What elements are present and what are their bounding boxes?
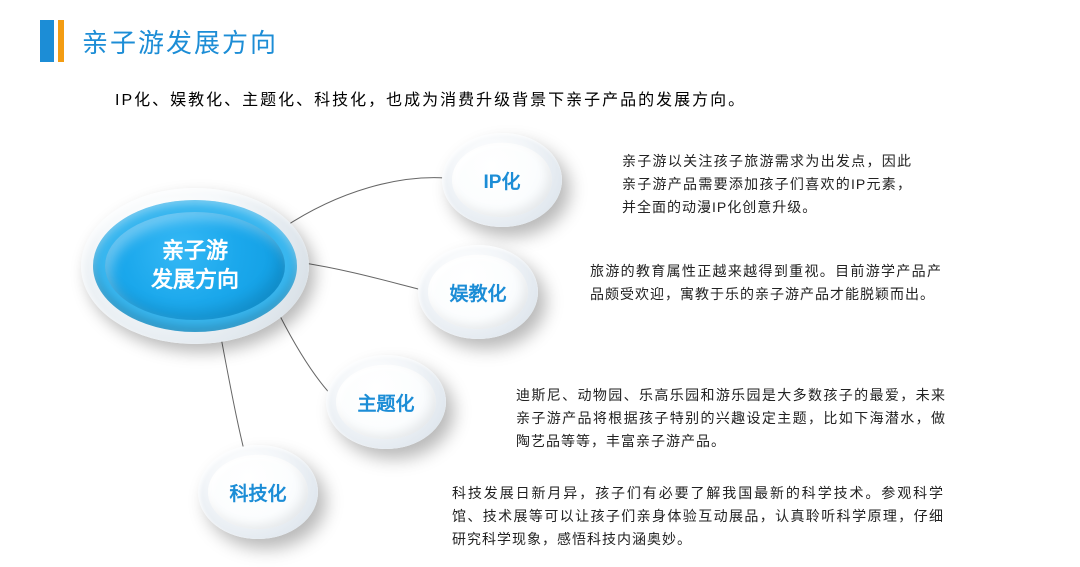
node-tech-label: 科技化	[198, 444, 318, 540]
slide-title: 亲子游发展方向	[82, 23, 278, 60]
node-tech: 科技化	[198, 444, 318, 540]
desc-theme: 迪斯尼、动物园、乐高乐园和游乐园是大多数孩子的最爱，未来亲子游产品将根据孩子特别…	[516, 384, 946, 453]
main-node: 亲子游 发展方向	[95, 202, 295, 330]
accent-bar-orange	[58, 20, 64, 62]
desc-ip: 亲子游以关注孩子旅游需求为出发点，因此亲子游产品需要添加孩子们喜欢的IP元素，并…	[622, 150, 912, 219]
accent-bar-blue	[40, 20, 54, 62]
slide-header: 亲子游发展方向	[40, 20, 278, 62]
node-ip: IP化	[442, 132, 562, 228]
desc-tech: 科技发展日新月异，孩子们有必要了解我国最新的科学技术。参观科学馆、技术展等可以让…	[452, 482, 944, 551]
main-node-label: 亲子游 发展方向	[151, 237, 239, 294]
node-ip-label: IP化	[442, 132, 562, 228]
diagram-canvas: 亲子游 发展方向 IP化娱教化主题化科技化 亲子游以关注孩子旅游需求为出发点，因…	[0, 120, 1080, 567]
main-node-label-line2: 发展方向	[151, 266, 239, 295]
slide-subtitle: IP化、娱教化、主题化、科技化，也成为消费升级背景下亲子产品的发展方向。	[115, 86, 746, 110]
node-theme-label: 主题化	[326, 354, 446, 450]
node-edu: 娱教化	[418, 244, 538, 340]
main-node-label-line1: 亲子游	[151, 237, 239, 266]
desc-edu: 旅游的教育属性正越来越得到重视。目前游学产品产品颇受欢迎，寓教于乐的亲子游产品才…	[590, 260, 942, 306]
node-edu-label: 娱教化	[418, 244, 538, 340]
node-theme: 主题化	[326, 354, 446, 450]
